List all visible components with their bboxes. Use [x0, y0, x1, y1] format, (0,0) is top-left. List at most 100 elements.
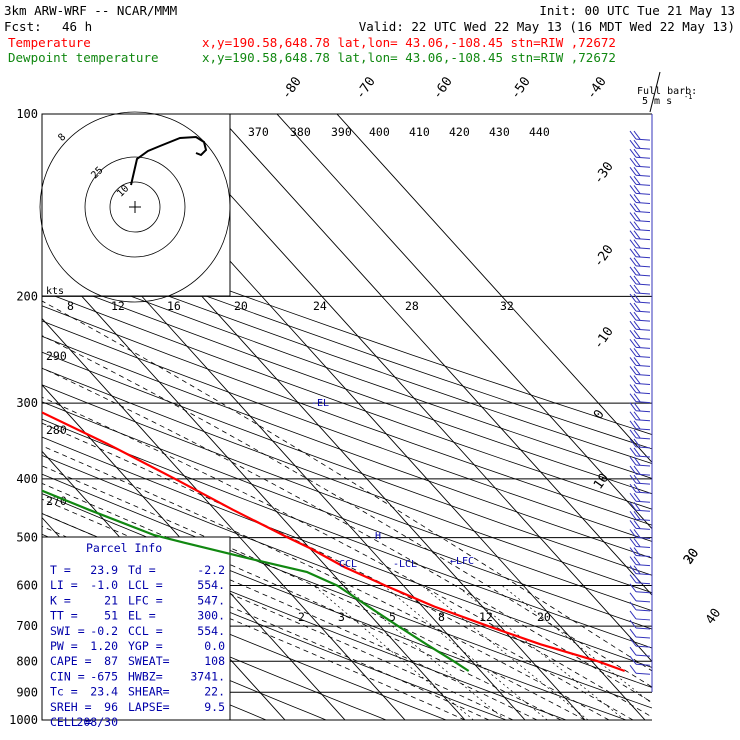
dewpoint-location: x,y=190.58,648.78 lat,lon= 43.06,-108.45… — [202, 50, 616, 65]
wind-barb-flag — [629, 511, 637, 520]
dry-adiabat-line — [42, 290, 652, 510]
parcel-info-cell: LAPSE= — [128, 700, 170, 714]
dry-adiabat-line — [42, 577, 387, 720]
wind-barb — [635, 482, 651, 485]
wind-barb — [635, 201, 651, 204]
pressure-tick-label: 300 — [16, 396, 38, 410]
wind-barb — [635, 211, 651, 214]
parcel-info-cell: SWI = — [50, 624, 85, 638]
isotherm-label: -80 — [279, 74, 305, 102]
wind-barb-flag — [629, 166, 637, 176]
wind-barb-flag — [633, 293, 641, 303]
wind-barb-flag — [629, 248, 637, 258]
wind-barb-flag — [629, 257, 637, 267]
isotherm-line — [336, 114, 652, 464]
dry-adiabat-line — [42, 401, 652, 630]
wind-barb-flag — [633, 357, 641, 366]
mixing-ratio-label-upper: 28 — [405, 299, 419, 313]
full-barb-sample — [649, 71, 661, 113]
wind-barb-flag — [629, 646, 637, 656]
wind-barb — [635, 636, 651, 639]
mixing-ratio-label-upper: 20 — [234, 299, 248, 313]
wind-barb-flag — [629, 483, 637, 493]
wind-barb-flag — [633, 339, 641, 348]
wind-barb-flag — [633, 520, 641, 529]
mixing-ratio-line — [383, 585, 548, 720]
mixing-ratio-label-lower: 2 — [298, 610, 305, 624]
parcel-info-cell: T = — [50, 563, 71, 577]
wind-barb-flag — [629, 357, 637, 366]
wind-barb-flag — [633, 420, 641, 430]
wind-barb-flag — [629, 139, 637, 149]
wind-barb — [635, 536, 651, 539]
theta-label: 380 — [290, 125, 311, 139]
wind-barb — [635, 428, 651, 431]
wind-barb — [635, 337, 651, 340]
wind-barb — [635, 229, 651, 232]
dry-adiabat-line — [42, 248, 652, 464]
wind-barb-flag — [629, 411, 637, 421]
wind-barb-flag — [633, 511, 641, 520]
wind-barb-flag — [629, 402, 637, 411]
wind-barb-flag — [633, 465, 641, 475]
mixing-ratio-label-lower: 3 — [338, 610, 345, 624]
parcel-info-cell: 554. — [197, 624, 225, 638]
wind-barb-flag — [629, 348, 637, 357]
wind-barb — [635, 364, 651, 367]
wind-barb-flag — [629, 592, 637, 602]
theta-label: 410 — [409, 125, 430, 139]
theta-label: 430 — [489, 125, 510, 139]
parcel-info-cell: Td = — [128, 563, 156, 577]
wind-barb — [635, 573, 651, 576]
theta-label: 390 — [331, 125, 352, 139]
wind-barb-flag — [633, 411, 641, 421]
wind-barb — [635, 165, 651, 168]
model-title: 3km ARW-WRF -- NCAR/MMM — [4, 3, 177, 18]
wind-barb-flag — [629, 284, 637, 294]
wind-barb-flag — [629, 212, 637, 221]
wind-barb-flag — [633, 166, 641, 176]
wind-barb-flag — [629, 375, 637, 384]
wind-barb-flag — [629, 393, 637, 402]
dry-adiabat-line — [42, 305, 652, 526]
wind-barb-flag — [633, 456, 641, 466]
parcel-info-cell: HWBZ= — [128, 669, 163, 683]
wind-barb-flag — [629, 664, 637, 674]
wind-barb — [635, 355, 651, 358]
wind-barb-flag — [629, 203, 637, 212]
isotherm-label: -60 — [430, 74, 456, 102]
pressure-tick-label: 700 — [16, 619, 38, 633]
wind-barb-flag — [629, 311, 637, 321]
mixing-ratio-label-lower: 8 — [438, 610, 445, 624]
wind-barb-flag — [633, 556, 641, 565]
hodograph-frame — [41, 113, 231, 297]
wind-barb-flag — [633, 157, 641, 167]
mixing-ratio-label-lower: 20 — [537, 610, 551, 624]
wind-barb — [635, 373, 651, 376]
isotherm-label: 10 — [591, 471, 612, 492]
wind-barb-flag — [629, 492, 637, 502]
wind-barb — [635, 410, 651, 413]
isotherm-label: -50 — [508, 74, 534, 102]
wind-barb-flag — [629, 474, 637, 484]
wind-barb — [635, 527, 651, 530]
isotherm-label: -30 — [591, 159, 617, 187]
wind-barb — [635, 247, 651, 250]
mixing-ratio-label-upper: 12 — [111, 299, 125, 313]
parcel-info-cell: -0.2 — [90, 624, 118, 638]
wind-barb-flag — [633, 275, 641, 285]
isotherm-label: -10 — [591, 324, 617, 352]
wind-barb-flag — [629, 185, 637, 194]
parcel-info-cell: -675 — [90, 669, 118, 683]
wind-barb-flag — [629, 329, 637, 339]
dewpoint-legend: Dewpoint temperature — [8, 50, 159, 65]
wind-barb — [635, 283, 651, 286]
wind-barb-flag — [629, 465, 637, 475]
wind-barb-flag — [633, 348, 641, 357]
dry-adiabat-line — [42, 320, 652, 542]
dry-adiabat-line — [42, 335, 652, 559]
wind-barb-flag — [629, 637, 637, 647]
theta-label: 400 — [369, 125, 390, 139]
parcel-info-cell: TT = — [50, 609, 78, 623]
